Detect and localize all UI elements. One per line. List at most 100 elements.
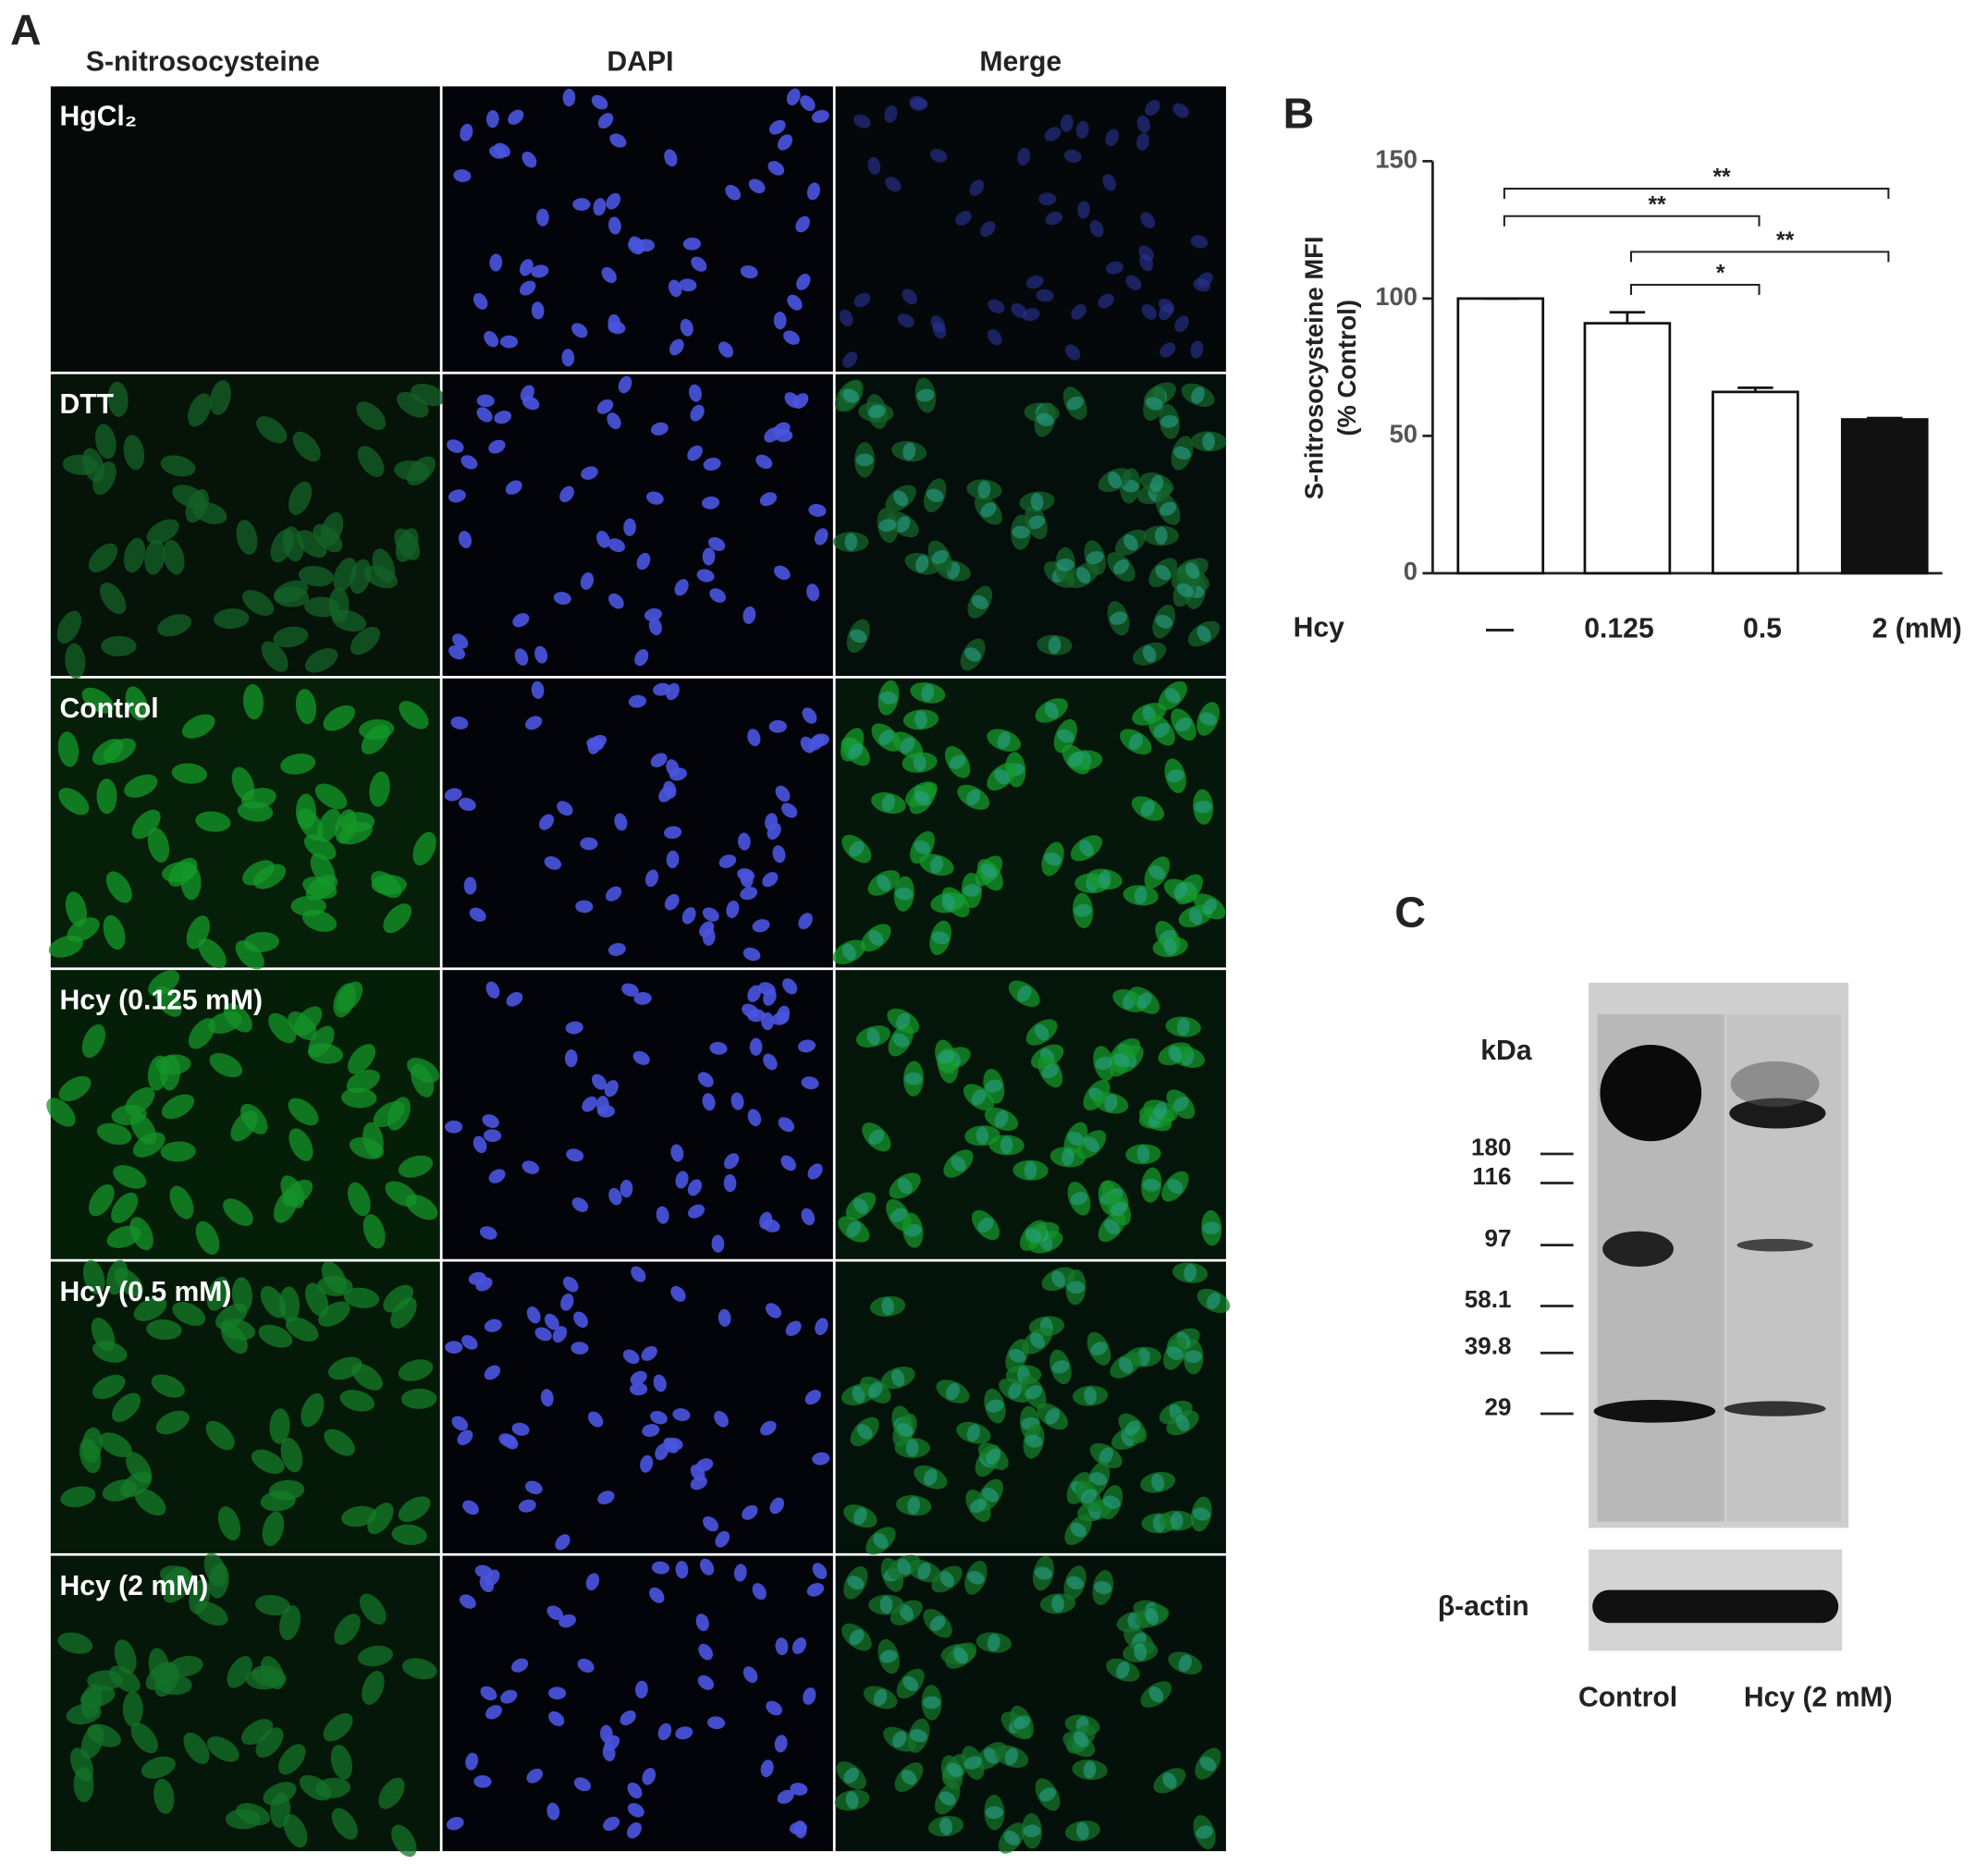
nucleus	[450, 716, 469, 730]
cell	[305, 875, 338, 901]
cell	[155, 1410, 190, 1435]
nucleus	[1155, 564, 1172, 581]
nucleus	[581, 466, 598, 480]
cell	[255, 1727, 284, 1758]
nucleus	[806, 182, 820, 201]
nucleus	[565, 1021, 583, 1035]
bar	[1840, 418, 1929, 575]
nucleus	[525, 716, 543, 730]
cell	[391, 1824, 417, 1858]
bar	[1712, 390, 1799, 575]
nucleus	[1139, 254, 1154, 272]
nucleus	[1025, 1434, 1043, 1448]
cell	[161, 1094, 195, 1120]
nucleus	[873, 1532, 889, 1549]
band	[1593, 1399, 1716, 1423]
cell	[260, 1490, 296, 1512]
nucleus	[572, 198, 591, 211]
nucleus	[867, 1381, 883, 1398]
nucleus	[1160, 342, 1176, 358]
nucleus	[703, 1515, 719, 1532]
nucleus	[1075, 120, 1089, 139]
nucleus	[1016, 985, 1032, 1002]
nucleus	[444, 1120, 463, 1134]
nucleus	[518, 1499, 536, 1513]
nucleus	[899, 1604, 914, 1622]
cell	[215, 1304, 248, 1330]
nucleus	[696, 569, 715, 582]
nucleus	[544, 1313, 559, 1331]
cell	[251, 1449, 285, 1474]
nucleus	[777, 134, 793, 151]
nucleus	[489, 145, 507, 159]
nucleus	[801, 1208, 816, 1226]
nucleus	[1148, 865, 1166, 880]
nucleus	[664, 893, 680, 911]
nucleus	[607, 942, 626, 956]
cell	[385, 1181, 418, 1208]
cell	[162, 861, 198, 883]
cell	[236, 1803, 271, 1826]
cell	[186, 915, 210, 950]
nucleus	[783, 330, 800, 345]
nucleus	[1070, 1192, 1088, 1206]
nucleus	[742, 947, 761, 962]
cell	[295, 689, 317, 725]
nucleus	[726, 900, 740, 918]
nucleus	[969, 179, 985, 196]
micrograph	[832, 678, 1226, 968]
nucleus	[526, 1306, 541, 1324]
cell	[146, 519, 179, 545]
nucleus	[520, 385, 534, 402]
cell	[130, 1723, 158, 1754]
nucleus	[1145, 1608, 1159, 1625]
nucleus	[608, 1187, 622, 1206]
nucleus	[841, 943, 856, 961]
nucleus	[737, 832, 751, 851]
nucleus	[642, 1424, 660, 1438]
nucleus	[1190, 340, 1204, 359]
nucleus	[963, 884, 981, 897]
cell	[221, 1322, 248, 1355]
nucleus	[914, 710, 927, 729]
nucleus	[785, 1320, 802, 1336]
nucleus	[670, 1285, 686, 1302]
cell	[160, 1141, 196, 1162]
micrograph	[442, 1555, 833, 1852]
nucleus	[843, 1767, 859, 1784]
micrograph-background	[442, 970, 833, 1259]
nucleus	[709, 588, 727, 603]
nucleus	[994, 1110, 1009, 1128]
cell	[301, 909, 337, 932]
cell	[401, 1658, 437, 1680]
cell	[129, 1217, 153, 1251]
cell	[203, 1552, 227, 1588]
cell	[330, 1745, 353, 1780]
micrograph	[834, 1554, 1226, 1854]
nucleus	[1029, 1332, 1045, 1349]
bar	[1456, 297, 1545, 575]
micrograph-background	[835, 86, 1226, 372]
nucleus	[1110, 1201, 1128, 1216]
nucleus	[855, 453, 874, 467]
nucleus	[547, 1686, 567, 1700]
cell	[400, 1388, 437, 1409]
significance-bracket	[1503, 188, 1890, 200]
nucleus	[964, 647, 982, 662]
cell	[195, 811, 231, 832]
cell	[157, 614, 192, 637]
nucleus	[778, 1117, 795, 1133]
nucleus	[1174, 315, 1189, 333]
nucleus	[472, 1135, 487, 1154]
nucleus	[1004, 1748, 1018, 1766]
nucleus	[648, 618, 662, 636]
nucleus	[473, 1774, 492, 1788]
nucleus	[1104, 1094, 1118, 1112]
nucleus	[553, 592, 571, 605]
nucleus	[1191, 386, 1205, 404]
marker-label: 39.8	[1465, 1332, 1512, 1360]
micrograph-background	[442, 374, 833, 677]
nucleus	[896, 1012, 911, 1030]
nucleus	[772, 845, 786, 864]
nucleus	[577, 1658, 595, 1674]
